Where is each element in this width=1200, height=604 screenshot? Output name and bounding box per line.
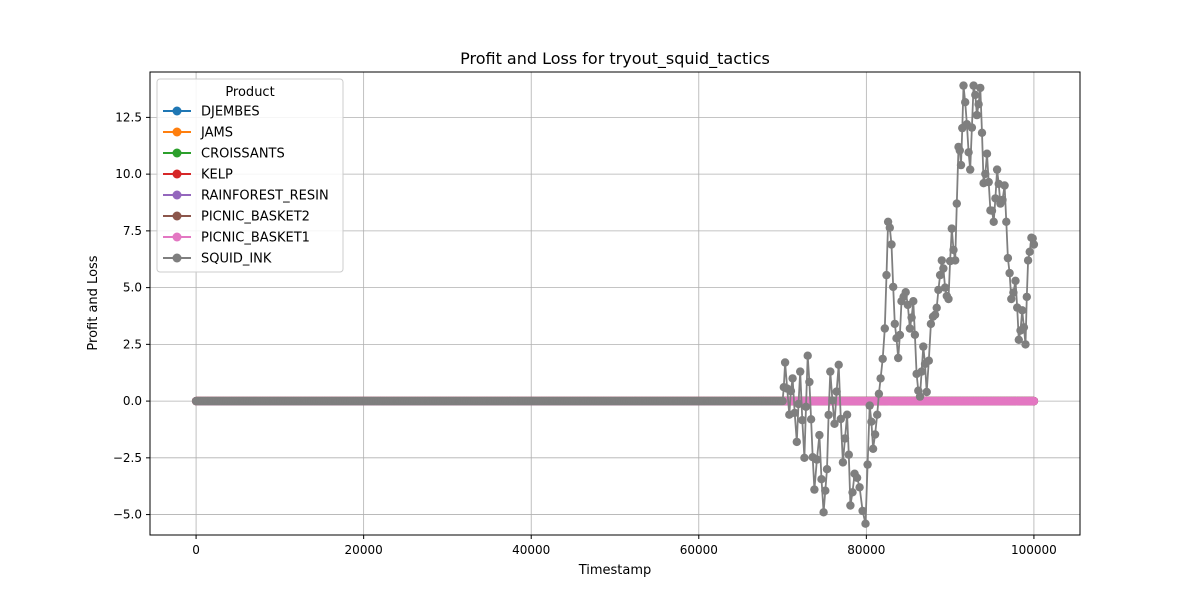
pnl-chart: 020000400006000080000100000−5.0−2.50.02.…: [0, 0, 1200, 600]
chart-figure: 020000400006000080000100000−5.0−2.50.02.…: [0, 0, 1200, 600]
